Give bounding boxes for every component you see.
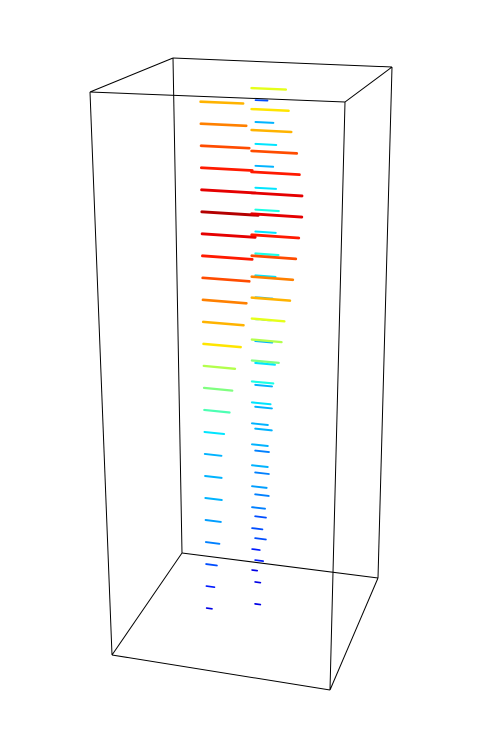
vector-arrow — [254, 230, 277, 234]
vector-arrow — [250, 149, 299, 155]
vector-arrow — [250, 86, 288, 91]
vector-arrow — [254, 603, 262, 606]
vector-arrow — [250, 296, 292, 302]
vector-arrow — [200, 232, 257, 239]
vector-arrow — [202, 342, 242, 349]
vector-arrow — [254, 471, 270, 475]
vector-arrow — [250, 338, 283, 344]
vector-arrow — [250, 422, 269, 426]
box-edge — [111, 552, 183, 656]
vector-arrow — [254, 581, 262, 584]
vector-arrow — [254, 186, 277, 190]
vector-arrow — [254, 252, 280, 257]
vector-arrow — [204, 519, 222, 523]
vector-arrow — [254, 142, 278, 146]
box-edge — [111, 654, 331, 691]
vector-arrow — [204, 497, 223, 501]
vector-arrow — [254, 493, 270, 497]
vector-arrow — [250, 191, 304, 198]
box-edge — [172, 57, 393, 68]
vector-arrow — [250, 254, 298, 261]
vector-arrow — [250, 317, 286, 323]
vector-arrow — [254, 559, 264, 562]
vector-arrow — [254, 405, 273, 410]
vector-arrow — [200, 188, 257, 195]
vector-arrow — [205, 563, 218, 567]
vector-arrow — [250, 275, 295, 282]
vector-arrow — [251, 443, 269, 447]
box-edge — [172, 57, 183, 554]
box-edge — [344, 66, 393, 103]
vector-arrow — [202, 386, 234, 392]
vector-arrow — [199, 122, 248, 128]
vector-arrow — [202, 364, 237, 370]
vector-arrow — [254, 427, 273, 432]
vector-arrow — [251, 485, 268, 489]
vector-arrow — [254, 121, 275, 124]
vector-arrow — [203, 430, 226, 436]
vector-arrow — [251, 464, 269, 468]
vector-arrow — [251, 527, 264, 531]
vector-arrow — [254, 340, 274, 344]
box-edge — [89, 91, 346, 103]
vector-arrow — [199, 166, 254, 172]
vector-arrow — [201, 276, 251, 283]
vector-arrow — [250, 128, 293, 134]
vector-arrow — [250, 170, 301, 177]
vector-arrow — [204, 475, 223, 479]
vector-arrow — [250, 401, 272, 406]
vector-arrow — [201, 320, 245, 327]
vector-arrow — [251, 548, 261, 551]
vector-arrow — [199, 144, 251, 150]
box-edge — [329, 577, 379, 691]
vector-arrow — [201, 298, 248, 305]
vector-arrow — [203, 408, 231, 414]
vector-arrow — [251, 569, 259, 572]
vector-arrow — [250, 359, 280, 365]
vector-arrow — [250, 380, 275, 385]
vector-arrow — [251, 506, 266, 510]
vector-arrow — [250, 107, 290, 113]
box-edge — [181, 552, 379, 579]
vector-arrow — [250, 212, 304, 219]
vector-arrow — [201, 254, 254, 261]
vector-arrow — [254, 383, 273, 388]
vector-arrow — [199, 100, 245, 105]
vector-arrow — [254, 537, 267, 541]
box-edge — [377, 66, 393, 579]
vector-arrow — [254, 208, 280, 213]
vector-arrow — [254, 274, 277, 278]
vector-arrow — [205, 585, 216, 589]
vector-arrow — [254, 361, 276, 366]
vector-arrow — [200, 210, 260, 217]
vector-arrow — [203, 452, 223, 457]
vector-arrow — [250, 233, 301, 240]
vector-arrow — [254, 99, 269, 102]
vector-arrow — [254, 449, 270, 453]
vector-arrow — [204, 541, 221, 545]
vector-arrow — [254, 164, 275, 168]
vector-arrow — [205, 607, 213, 610]
vector-arrow — [254, 515, 267, 519]
box-edge — [89, 57, 174, 93]
box-edge — [89, 91, 113, 656]
box-edge — [329, 101, 346, 691]
